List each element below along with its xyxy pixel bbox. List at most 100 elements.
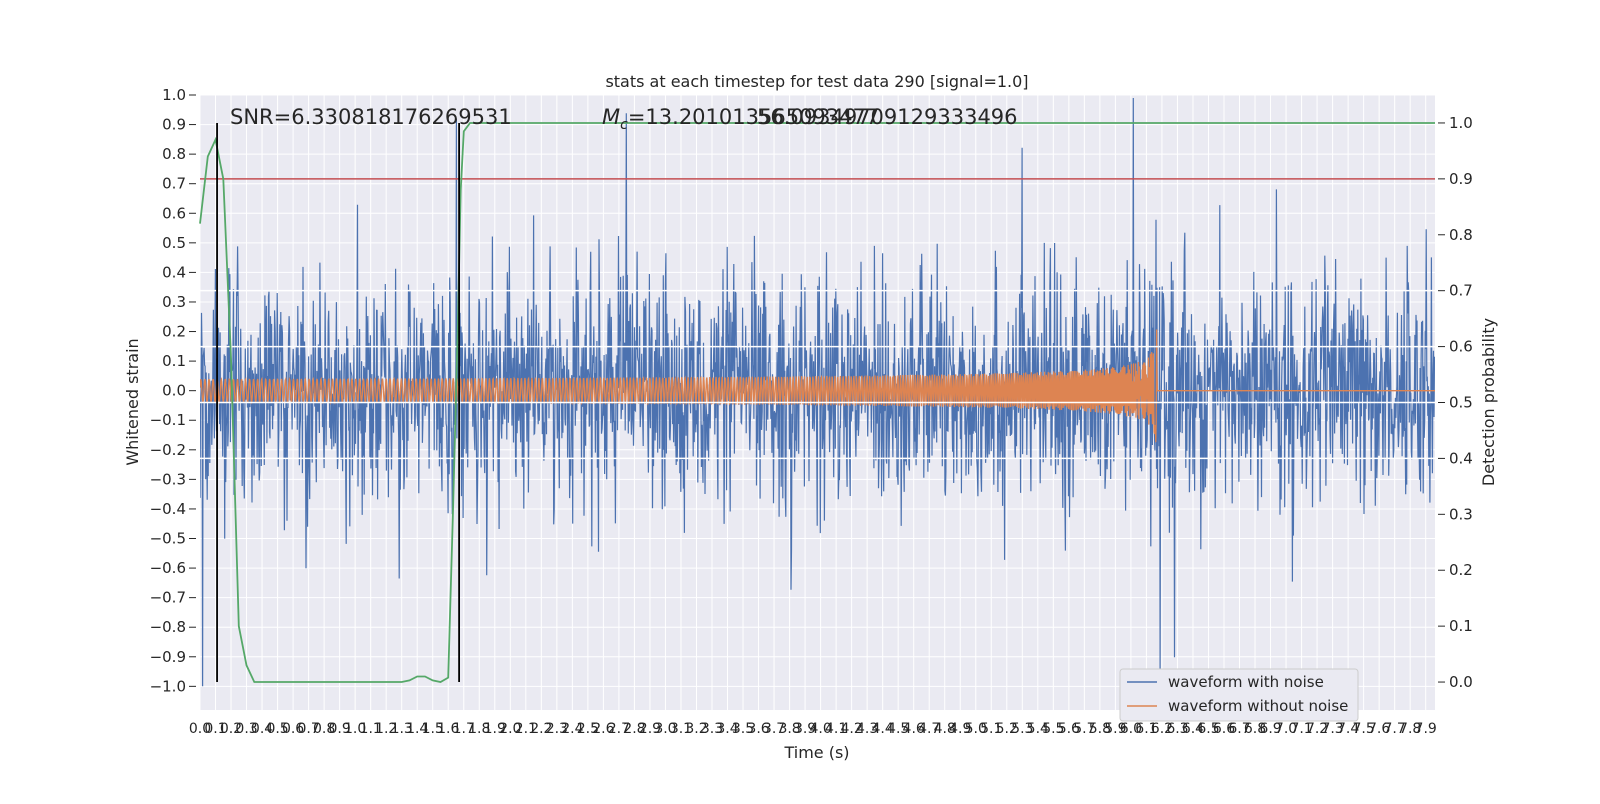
chirp-mass-annotation: Mc=13.201013565093477 (602, 105, 879, 133)
y2-tick-label: 0.2 (1449, 561, 1473, 579)
x-tick-label: 2.2 (530, 721, 552, 737)
y-tick-label: 0.2 (162, 323, 186, 341)
x-tick-label: 7.8 (1399, 721, 1421, 737)
y-tick-label: 1.0 (162, 86, 186, 104)
x-tick-label: 4.0 (809, 721, 831, 737)
x-tick-label: 6.8 (1244, 721, 1266, 737)
y2-tick-label: 0.1 (1449, 617, 1473, 635)
y2-tick-label: 0.7 (1449, 282, 1473, 300)
snr-annotation: SNR=6.330818176269531 (230, 105, 512, 129)
x-tick-label: 7.6 (1368, 721, 1390, 737)
x-tick-label: 3.0 (654, 721, 676, 737)
y2-tick-label: 0.8 (1449, 226, 1473, 244)
x-tick-label: 5.2 (996, 721, 1018, 737)
y2-tick-label: 0.5 (1449, 394, 1473, 412)
x-tick-label: 0.9 (329, 721, 351, 737)
y-tick-label: 0.5 (162, 234, 186, 252)
x-tick-label: 7.2 (1306, 721, 1328, 737)
x-tick-label: 4.8 (934, 721, 956, 737)
x-tick-label: 6.6 (1213, 721, 1235, 737)
y-tick-label: 0.1 (162, 352, 186, 370)
x-tick-label: 2.8 (623, 721, 645, 737)
x-tick-label: 5.3 (1011, 721, 1033, 737)
y2-tick-label: 1.0 (1449, 114, 1473, 132)
y-tick-label: 0.4 (162, 263, 186, 281)
x-tick-label: 1.6 (437, 721, 459, 737)
y-axis-label: Whitened strain (123, 338, 142, 465)
x-tick-label: 5.6 (1058, 721, 1080, 737)
x-tick-label: 0.3 (235, 721, 257, 737)
second-annotation: 56.09349709129333496 (757, 105, 1018, 129)
x-tick-label: 0.6 (282, 721, 304, 737)
x-tick-label: 7.0 (1275, 721, 1297, 737)
chart-title: stats at each timestep for test data 290… (605, 72, 1028, 91)
y-tick-label: −0.7 (150, 589, 186, 607)
x-tick-label: 6.5 (1197, 721, 1219, 737)
x-tick-label: 7.4 (1337, 721, 1359, 737)
y-tick-label: −0.6 (150, 559, 186, 577)
y2-tick-label: 0.4 (1449, 449, 1473, 467)
y-tick-label: −0.8 (150, 618, 186, 636)
y2-tick-label: 0.3 (1449, 505, 1473, 523)
y2-tick-label: 0.6 (1449, 338, 1473, 356)
x-tick-label: 5.1 (980, 721, 1002, 737)
x-tick-label: 2.4 (561, 721, 583, 737)
x-tick-label: 6.1 (1135, 721, 1157, 737)
x-tick-label: 3.5 (732, 721, 754, 737)
x-tick-label: 1.4 (406, 721, 428, 737)
series-clean-line (200, 329, 1435, 443)
x-tick-label: 4.6 (903, 721, 925, 737)
x-tick-label: 1.2 (375, 721, 397, 737)
plot-area (200, 97, 1435, 687)
x-tick-label: 2.5 (577, 721, 599, 737)
y-tick-label: 0.8 (162, 145, 186, 163)
legend-label-clean: waveform without noise (1168, 697, 1348, 715)
y-tick-label: 0.0 (162, 382, 186, 400)
x-tick-label: 0.1 (204, 721, 226, 737)
data-layer (200, 97, 1435, 687)
y-tick-label: −0.3 (150, 470, 186, 488)
x-tick-label: 4.9 (949, 721, 971, 737)
x-tick-label: 7.7 (1384, 721, 1406, 737)
x-tick-label: 1.7 (453, 721, 475, 737)
x-tick-label: 1.0 (344, 721, 366, 737)
y-tick-label: −0.9 (150, 648, 186, 666)
x-tick-label: 6.3 (1166, 721, 1188, 737)
x-tick-label: 5.8 (1089, 721, 1111, 737)
x-tick-label: 0.8 (313, 721, 335, 737)
y2-tick-label: 0.9 (1449, 170, 1473, 188)
x-tick-label: 4.1 (825, 721, 847, 737)
x-tick-label: 6.7 (1228, 721, 1250, 737)
x-tick-label: 3.1 (670, 721, 692, 737)
x-tick-label: 3.7 (763, 721, 785, 737)
x-tick-label: 4.5 (887, 721, 909, 737)
y-tick-label: 0.3 (162, 293, 186, 311)
y-tick-label: −1.0 (150, 677, 186, 695)
legend: waveform with noise waveform without noi… (1119, 668, 1359, 722)
y-tick-label: −0.4 (150, 500, 186, 518)
overlay-lines (199, 122, 1435, 683)
x-tick-label: 5.7 (1073, 721, 1095, 737)
legend-label-noise: waveform with noise (1168, 673, 1324, 691)
y-tick-label: 0.7 (162, 175, 186, 193)
x-tick-label: 0.7 (297, 721, 319, 737)
x-tick-label: 7.9 (1415, 721, 1437, 737)
x-tick-label: 3.4 (716, 721, 738, 737)
x-tick-label: 2.3 (546, 721, 568, 737)
y2-tick-label: 0.0 (1449, 673, 1473, 691)
series-detection-probability-line (199, 122, 1435, 683)
y-tick-label: 0.6 (162, 204, 186, 222)
legend-box (1119, 668, 1359, 722)
x-tick-label: 2.1 (515, 721, 537, 737)
x-tick-label: 7.3 (1321, 721, 1343, 737)
x-tick-label: 2.9 (639, 721, 661, 737)
tick-labels: 0.00.10.20.30.40.50.60.70.80.91.01.11.21… (150, 86, 1473, 737)
x-tick-label: 4.3 (856, 721, 878, 737)
x-tick-label: 3.2 (685, 721, 707, 737)
y-tick-label: 0.9 (162, 116, 186, 134)
x-tick-label: 4.7 (918, 721, 940, 737)
x-tick-label: 1.8 (468, 721, 490, 737)
x-tick-label: 2.6 (592, 721, 614, 737)
